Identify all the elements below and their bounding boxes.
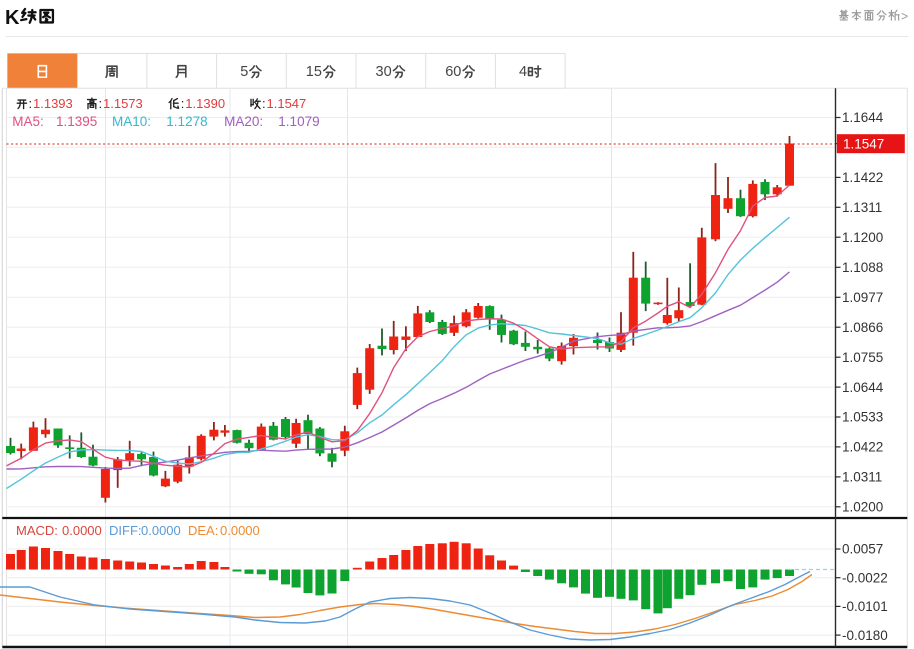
svg-text:>: > (901, 10, 908, 24)
svg-text:1.1088: 1.1088 (842, 260, 883, 275)
svg-text:5: 5 (240, 64, 248, 80)
svg-text:1.0644: 1.0644 (842, 380, 884, 395)
svg-text:MA5:: MA5: (12, 114, 44, 129)
svg-text:1.1547: 1.1547 (843, 137, 884, 152)
svg-text:1.1644: 1.1644 (842, 110, 884, 125)
svg-text:1.1393: 1.1393 (33, 96, 73, 111)
svg-text:1.0866: 1.0866 (842, 320, 883, 335)
svg-text:1.0755: 1.0755 (842, 350, 883, 365)
svg-text:4: 4 (519, 64, 527, 80)
svg-text:1.1573: 1.1573 (103, 96, 143, 111)
svg-text::: : (99, 96, 103, 111)
svg-text::: : (181, 96, 185, 111)
svg-text:K: K (5, 7, 20, 29)
svg-text:0.0000: 0.0000 (62, 523, 102, 538)
svg-text:MACD:: MACD: (16, 523, 58, 538)
svg-text:0.0000: 0.0000 (220, 523, 260, 538)
svg-text:1.0422: 1.0422 (842, 440, 883, 455)
svg-text:1.1079: 1.1079 (278, 114, 319, 129)
svg-text:DIFF:: DIFF: (109, 523, 142, 538)
svg-text:-0.0180: -0.0180 (842, 628, 888, 643)
svg-text:1.0533: 1.0533 (842, 410, 883, 425)
svg-text:-0.0022: -0.0022 (842, 570, 888, 585)
svg-text:MA10:: MA10: (112, 114, 151, 129)
svg-text:1.1311: 1.1311 (842, 200, 882, 215)
svg-text:60: 60 (445, 64, 461, 80)
svg-text:0.0057: 0.0057 (842, 542, 883, 557)
svg-text:1.1390: 1.1390 (185, 96, 225, 111)
svg-text:DEA:: DEA: (188, 523, 218, 538)
svg-text:15: 15 (306, 64, 322, 80)
svg-text::: : (262, 96, 266, 111)
svg-text:1.1200: 1.1200 (842, 230, 883, 245)
svg-text::: : (29, 96, 33, 111)
svg-text:0.0000: 0.0000 (141, 523, 181, 538)
svg-text:MA20:: MA20: (224, 114, 263, 129)
svg-text:1.1278: 1.1278 (166, 114, 207, 129)
svg-text:1.1395: 1.1395 (56, 114, 97, 129)
svg-text:1.1547: 1.1547 (267, 96, 307, 111)
svg-text:-0.0101: -0.0101 (842, 599, 888, 614)
svg-text:1.1422: 1.1422 (842, 170, 883, 185)
svg-text:1.0200: 1.0200 (842, 500, 883, 515)
svg-text:1.0977: 1.0977 (842, 290, 883, 305)
svg-text:30: 30 (376, 64, 392, 80)
svg-text:1.0311: 1.0311 (842, 470, 882, 485)
